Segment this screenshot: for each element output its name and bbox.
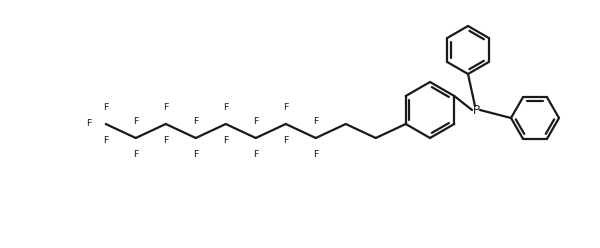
Text: F: F bbox=[133, 117, 139, 126]
Text: F: F bbox=[103, 103, 109, 112]
Text: P: P bbox=[473, 103, 479, 117]
Text: F: F bbox=[163, 103, 169, 112]
Text: F: F bbox=[313, 150, 319, 159]
Text: F: F bbox=[133, 150, 139, 159]
Text: F: F bbox=[313, 117, 319, 126]
Text: F: F bbox=[253, 150, 259, 159]
Text: F: F bbox=[193, 150, 199, 159]
Text: F: F bbox=[253, 117, 259, 126]
Text: F: F bbox=[223, 103, 229, 112]
Text: F: F bbox=[163, 136, 169, 145]
Text: F: F bbox=[86, 120, 92, 128]
Text: F: F bbox=[283, 136, 289, 145]
Text: F: F bbox=[193, 117, 199, 126]
Text: F: F bbox=[223, 136, 229, 145]
Text: F: F bbox=[103, 136, 109, 145]
Text: F: F bbox=[283, 103, 289, 112]
